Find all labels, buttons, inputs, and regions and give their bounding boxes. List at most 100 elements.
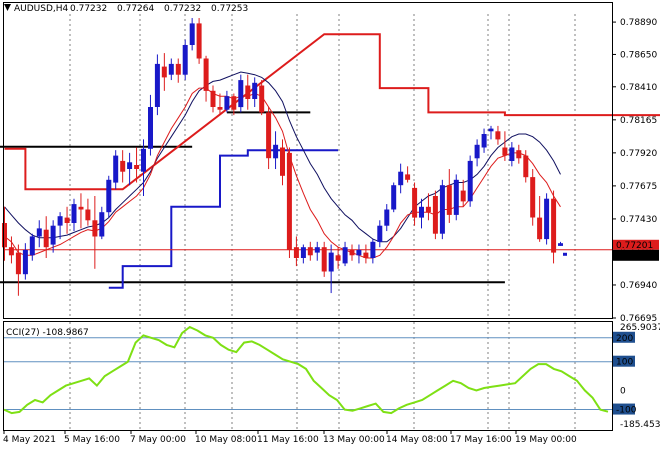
y-tick-label: 0.77675 (620, 182, 657, 192)
candle-body (363, 253, 368, 258)
candle-body (475, 145, 480, 159)
candle-body (461, 191, 466, 202)
candle-body (23, 250, 28, 274)
candle-body (489, 129, 494, 132)
candle-body (30, 236, 35, 255)
low-value: 0.77232 (164, 4, 201, 14)
candle-body (204, 59, 209, 91)
candle-body (51, 226, 56, 245)
candle-body (294, 247, 299, 258)
x-tick-label: 19 May 00:00 (515, 435, 577, 445)
candle-body (211, 91, 216, 107)
y-tick-label: 0.78165 (620, 116, 657, 126)
candle-body (558, 243, 563, 246)
candle-body (398, 172, 403, 186)
cci-tick-label: -185.4538 (620, 420, 660, 430)
cci-tick-label: 0 (620, 387, 626, 397)
candle-body (433, 196, 438, 234)
candle-body (197, 23, 202, 58)
candle-body (162, 67, 167, 78)
x-tick-label: 13 May 00:00 (323, 435, 385, 445)
candle-body (419, 207, 424, 218)
candle-body (301, 247, 306, 258)
candle-body (530, 177, 535, 217)
candle-body (454, 180, 459, 215)
candle-body (350, 250, 355, 255)
candle-body (287, 153, 292, 250)
current-price-label: 0.77253 (616, 252, 653, 262)
candle-body (72, 204, 77, 223)
candle-body (495, 131, 500, 139)
symbol-label: AUDUSD,H4 (14, 4, 69, 14)
last-tick-marker (563, 253, 567, 256)
cci-tick-label: 265.9037 (620, 323, 660, 333)
candle-body (315, 247, 320, 252)
candle-body (343, 247, 348, 263)
price-line-label: 0.77201 (616, 241, 653, 251)
candle-body (65, 218, 70, 223)
candle-body (231, 96, 236, 110)
candle-body (412, 188, 417, 218)
candle-body (245, 86, 250, 100)
candle-body (120, 161, 125, 172)
cci-tick-label: 100 (616, 358, 633, 368)
x-tick-label: 4 May 2021 (3, 435, 56, 445)
y-tick-label: 0.78410 (620, 83, 657, 93)
candle-body (426, 207, 431, 212)
y-tick-label: 0.78890 (620, 18, 657, 28)
x-tick-label: 14 May 08:00 (386, 435, 448, 445)
candle-body (322, 247, 327, 271)
x-tick-label: 5 May 16:00 (64, 435, 120, 445)
candle-body (218, 107, 223, 110)
cci-title: CCI(27) -108.9867 (6, 328, 89, 338)
candle-body (356, 250, 361, 255)
candle-body (148, 107, 153, 149)
candle-body (252, 83, 257, 99)
candle-body (238, 80, 243, 107)
candle-body (127, 162, 132, 169)
cci-header: CCI(27) -108.9867 (6, 328, 89, 338)
cci-tick-label: -100 (616, 406, 637, 416)
candle-body (106, 180, 111, 212)
candle-body (58, 216, 63, 225)
candle-body (482, 134, 487, 148)
candle-body (259, 86, 264, 113)
candle-body (544, 199, 549, 239)
candle-body (85, 210, 90, 221)
candle-body (190, 23, 195, 45)
y-tick-label: 0.77430 (620, 215, 657, 225)
candle-body (468, 161, 473, 201)
open-value: 0.77232 (70, 4, 107, 14)
candle-body (384, 210, 389, 226)
candle-body (336, 255, 341, 260)
candle-body (551, 199, 556, 253)
y-tick-label: 0.76940 (620, 281, 657, 291)
x-tick-label: 17 May 16:00 (450, 435, 512, 445)
candle-body (405, 174, 410, 179)
candle-body (141, 149, 146, 172)
candle-body (516, 150, 521, 158)
candle-body (92, 220, 97, 236)
x-tick-label: 11 May 16:00 (257, 435, 319, 445)
candle-body (391, 185, 396, 209)
chart-header: AUDUSD,H4 0.77232 0.77264 0.77232 0.7725… (14, 4, 248, 14)
candle-body (2, 223, 7, 247)
candle-body (509, 148, 514, 162)
candle-body (370, 242, 375, 258)
candle-body (176, 64, 181, 75)
x-tick-label: 7 May 00:00 (130, 435, 186, 445)
candle-body (329, 253, 334, 272)
candle-body (113, 156, 118, 183)
candle-body (440, 185, 445, 234)
candle-body (183, 45, 188, 75)
candle-body (280, 148, 285, 176)
candle-body (155, 64, 160, 107)
candle-body (9, 247, 14, 255)
candle-body (273, 145, 278, 159)
candle-body (537, 218, 542, 240)
candle-body (224, 96, 229, 110)
high-value: 0.77264 (117, 4, 154, 14)
candle-body (99, 212, 104, 236)
